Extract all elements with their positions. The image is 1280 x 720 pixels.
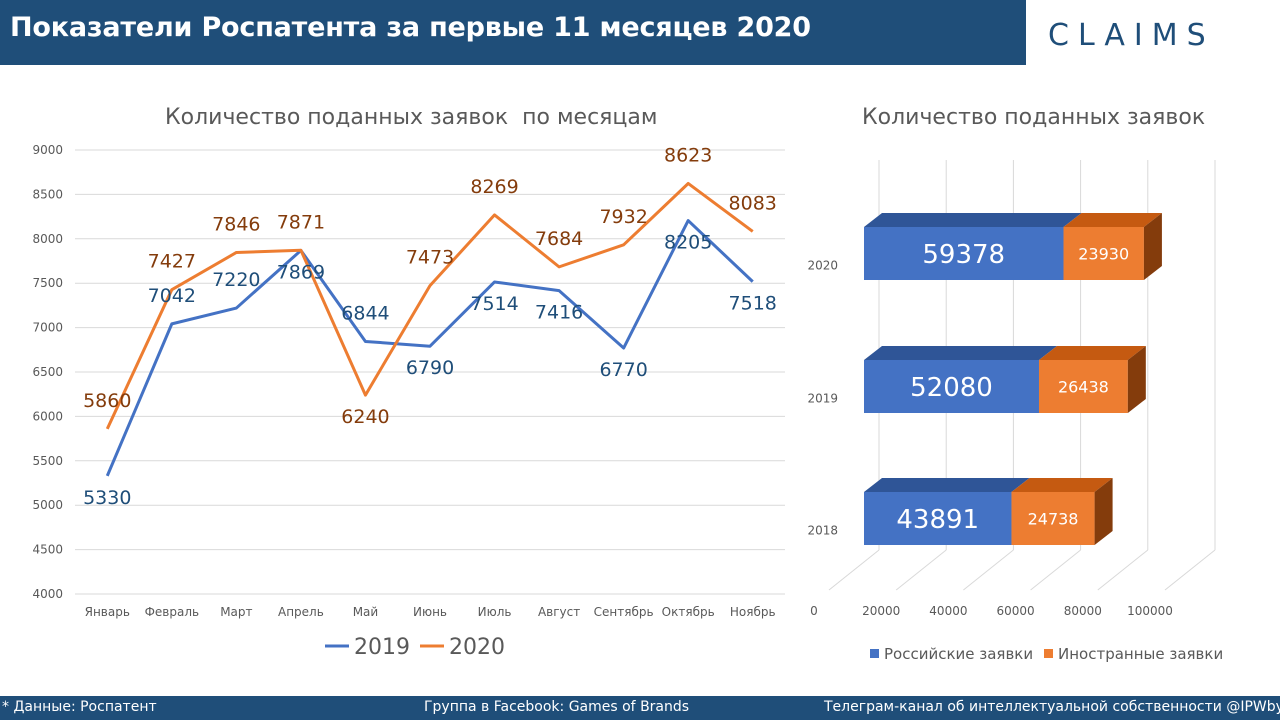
y-tick-label: 7000 <box>32 321 63 335</box>
header-bar: Показатели Роспатента за первые 11 месяц… <box>0 0 1026 65</box>
y-tick-label: 8000 <box>32 232 63 246</box>
line-chart-title: Количество поданных заявок по месяцам <box>165 105 658 130</box>
bar-category-label: 2019 <box>807 392 838 406</box>
bar-segment-foreign <box>1038 360 1128 413</box>
bar-value-label-foreign: 24738 <box>1028 509 1079 528</box>
data-label-2019: 6770 <box>599 359 647 381</box>
footer-source: * Данные: Роспатент <box>2 699 157 715</box>
bar-segment-russian <box>864 492 1012 545</box>
data-label-2020: 7846 <box>212 213 260 235</box>
claims-logo: CLAIMS <box>1048 18 1215 53</box>
bar-x-tick-label: 40000 <box>929 604 967 618</box>
bar-floor-line <box>963 549 1014 591</box>
bar-top-foreign <box>1038 346 1146 360</box>
data-label-2020: 7427 <box>148 251 196 273</box>
y-tick-label: 9000 <box>32 143 63 157</box>
data-label-2020: 8623 <box>664 144 712 166</box>
data-label-2019: 7514 <box>470 293 518 315</box>
y-tick-label: 7500 <box>32 276 63 290</box>
bar-x-tick-label: 80000 <box>1064 604 1102 618</box>
data-label-2020: 7684 <box>535 228 583 250</box>
bar-legend-label: Иностранные заявки <box>1058 645 1223 663</box>
y-tick-label: 6000 <box>32 409 63 423</box>
data-label-2020: 7473 <box>406 247 454 269</box>
bar-floor-line <box>828 549 880 591</box>
bar-value-label-russian: 59378 <box>922 240 1005 270</box>
data-label-2020: 7932 <box>599 206 647 228</box>
series-line-2019 <box>105 219 754 477</box>
x-tick-label: Март <box>220 605 252 619</box>
x-tick-label: Ноябрь <box>730 605 776 619</box>
data-label-2020: 8083 <box>729 192 777 214</box>
bar-chart: 0 20000 40000 60000 80000 100000 2020 59378 2393… <box>807 160 1223 663</box>
y-tick-label: 8500 <box>32 187 63 201</box>
bar-value-label-russian: 52080 <box>910 373 993 403</box>
bar-chart-title: Количество поданных заявок <box>862 105 1206 130</box>
series-line-2020 <box>105 181 754 430</box>
bar-category-label: 2018 <box>807 524 838 538</box>
footer-bar: * Данные: Роспатент Группа в Facebook: G… <box>0 696 1280 720</box>
data-label-2019: 6844 <box>341 302 389 324</box>
data-label-2020: 7871 <box>277 211 325 233</box>
y-tick-label: 6500 <box>32 365 63 379</box>
bar-category-label: 2020 <box>807 259 838 273</box>
x-tick-label: Май <box>353 605 379 619</box>
bar-value-label-foreign: 23930 <box>1078 244 1129 263</box>
line-chart: 4000 4500 5000 5500 6000 6500 7000 7500 8000 8500… <box>32 143 785 660</box>
legend-label-2020: 2020 <box>449 635 505 660</box>
bar-side <box>1127 346 1146 413</box>
bar-x-tick-label: 100000 <box>1127 604 1173 618</box>
data-label-2019: 7416 <box>535 302 583 324</box>
data-label-2020: 5860 <box>83 390 131 412</box>
x-tick-label: Апрель <box>278 605 324 619</box>
y-tick-label: 5000 <box>32 498 63 512</box>
bar-x-tick-label: 60000 <box>997 604 1035 618</box>
y-tick-label: 4000 <box>32 587 63 601</box>
x-tick-label: Июнь <box>413 605 447 619</box>
footer-telegram-link[interactable]: Телеграм-канал об интеллектуальной собст… <box>824 699 1280 715</box>
bar-x-tick-label: 0 <box>810 604 818 618</box>
x-tick-label: Август <box>538 605 580 619</box>
legend-label-2019: 2019 <box>354 635 410 660</box>
data-label-2020: 6240 <box>341 406 389 428</box>
bar-floor-line <box>1097 549 1149 591</box>
data-label-2020: 8269 <box>470 176 518 198</box>
bar-segment-russian <box>864 360 1039 413</box>
x-tick-label: Сентябрь <box>594 605 654 619</box>
bar-value-label-russian: 43891 <box>896 505 979 535</box>
bar-side <box>1094 478 1113 545</box>
data-label-2019: 5330 <box>83 487 131 509</box>
x-tick-label: Июль <box>478 605 512 619</box>
bar-top-foreign <box>1011 478 1113 492</box>
bar-legend-swatch <box>1044 649 1053 658</box>
bar-top-russian <box>864 213 1082 227</box>
bar-floor-line <box>1164 549 1216 591</box>
data-label-2019: 7518 <box>729 293 777 315</box>
bar-top-russian <box>864 478 1030 492</box>
bar-floor-line <box>1030 549 1081 591</box>
y-tick-label: 4500 <box>32 543 63 557</box>
bar-top-foreign <box>1063 213 1162 227</box>
bar-segment-russian <box>864 227 1064 280</box>
bar-segment-foreign <box>1011 492 1095 545</box>
y-tick-label: 5500 <box>32 454 63 468</box>
data-label-2019: 7220 <box>212 269 260 291</box>
data-label-2019: 7042 <box>148 285 196 307</box>
bar-top-russian <box>864 346 1057 360</box>
bar-legend-swatch <box>870 649 879 658</box>
footer-facebook-link[interactable]: Группа в Facebook: Games of Brands <box>424 699 690 715</box>
x-tick-label: Октябрь <box>662 605 715 619</box>
x-tick-label: Январь <box>85 605 130 619</box>
page-title: Показатели Роспатента за первые 11 месяц… <box>10 12 811 43</box>
bar-legend-label: Российские заявки <box>884 645 1033 663</box>
bar-segment-foreign <box>1063 227 1144 280</box>
bar-x-tick-label: 20000 <box>862 604 900 618</box>
bar-side <box>1143 213 1162 280</box>
data-label-2019: 7869 <box>277 261 325 283</box>
bar-value-label-foreign: 26438 <box>1058 377 1109 396</box>
data-label-2019: 8205 <box>664 232 712 254</box>
data-label-2019: 6790 <box>406 357 454 379</box>
bar-floor-line <box>895 549 947 591</box>
x-tick-label: Февраль <box>145 605 200 619</box>
